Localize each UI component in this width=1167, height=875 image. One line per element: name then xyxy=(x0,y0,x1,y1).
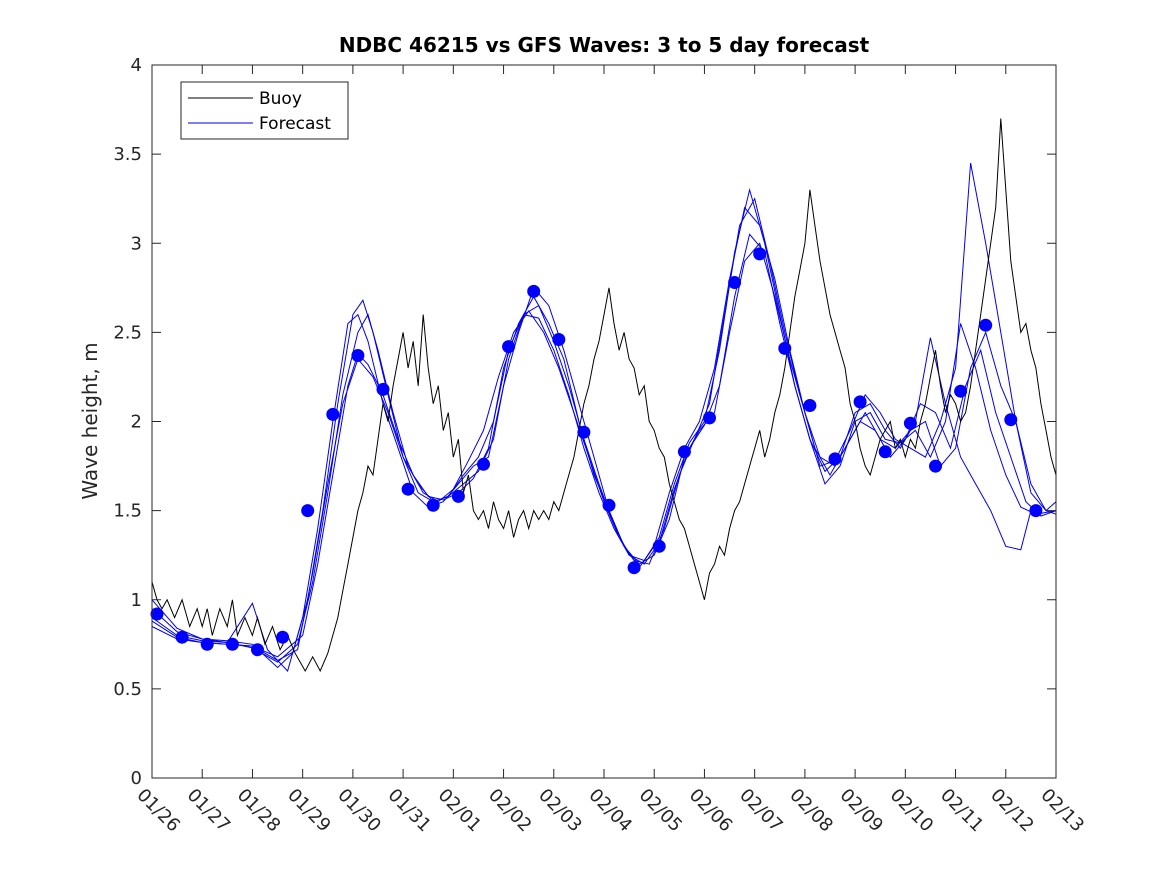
forecast-marker xyxy=(677,445,691,459)
forecast-marker xyxy=(652,539,666,553)
forecast-marker xyxy=(703,411,716,425)
forecast-marker xyxy=(175,630,189,644)
y-tick-label: 0.5 xyxy=(113,679,142,700)
forecast-marker xyxy=(301,504,315,518)
forecast-run-line xyxy=(151,187,1032,669)
forecast-run-line xyxy=(151,242,1057,658)
forecast-marker xyxy=(225,637,239,651)
legend-box xyxy=(180,81,349,140)
forecast-marker xyxy=(803,399,817,412)
forecast-markers xyxy=(150,247,1043,657)
y-tick-label: 1.5 xyxy=(113,501,142,522)
forecast-run-line xyxy=(151,233,1057,661)
forecast-marker xyxy=(1004,413,1018,427)
forecast-marker xyxy=(376,382,390,396)
forecast-marker xyxy=(276,630,290,644)
y-tick-label: 3.5 xyxy=(113,144,142,165)
forecast-marker xyxy=(477,457,490,471)
buoy-line xyxy=(151,118,1057,673)
forecast-marker xyxy=(903,416,917,430)
forecast-marker xyxy=(527,284,541,298)
legend-buoy-label: Buoy xyxy=(259,89,302,109)
y-tick-label: 2.5 xyxy=(113,322,142,343)
forecast-marker xyxy=(351,349,365,362)
forecast-marker xyxy=(577,425,591,439)
forecast-marker xyxy=(778,341,792,355)
forecast-marker xyxy=(878,445,892,459)
forecast-marker xyxy=(1029,504,1043,518)
y-axis-label: Wave height, m xyxy=(78,342,102,499)
forecast-marker xyxy=(251,643,264,657)
y-tick-label: 0 xyxy=(131,768,142,789)
forecast-marker xyxy=(728,276,742,289)
forecast-marker xyxy=(853,395,867,409)
forecast-marker xyxy=(602,498,616,512)
forecast-marker xyxy=(552,333,566,346)
buoy-line-group xyxy=(151,118,1057,673)
y-tick-label: 4 xyxy=(131,55,142,76)
forecast-marker xyxy=(753,247,767,261)
forecast-marker xyxy=(979,318,993,332)
y-tick-label: 1 xyxy=(131,590,142,611)
forecast-marker xyxy=(954,384,968,398)
y-tick-label: 3 xyxy=(131,233,142,254)
legend: Buoy Forecast xyxy=(180,81,349,140)
forecast-marker xyxy=(828,452,842,466)
forecast-marker xyxy=(200,637,214,651)
forecast-marker xyxy=(627,561,641,575)
forecast-marker xyxy=(426,498,440,512)
legend-forecast-label: Forecast xyxy=(259,114,331,134)
chart-title: NDBC 46215 vs GFS Waves: 3 to 5 day fore… xyxy=(339,33,870,57)
forecast-marker xyxy=(929,459,942,473)
forecast-run-line xyxy=(151,162,1057,672)
forecast-marker xyxy=(326,407,340,421)
forecast-marker xyxy=(401,482,415,496)
y-tick-label: 2 xyxy=(131,412,142,433)
forecast-marker xyxy=(150,607,164,621)
forecast-marker xyxy=(451,489,465,503)
forecast-marker xyxy=(502,340,516,354)
